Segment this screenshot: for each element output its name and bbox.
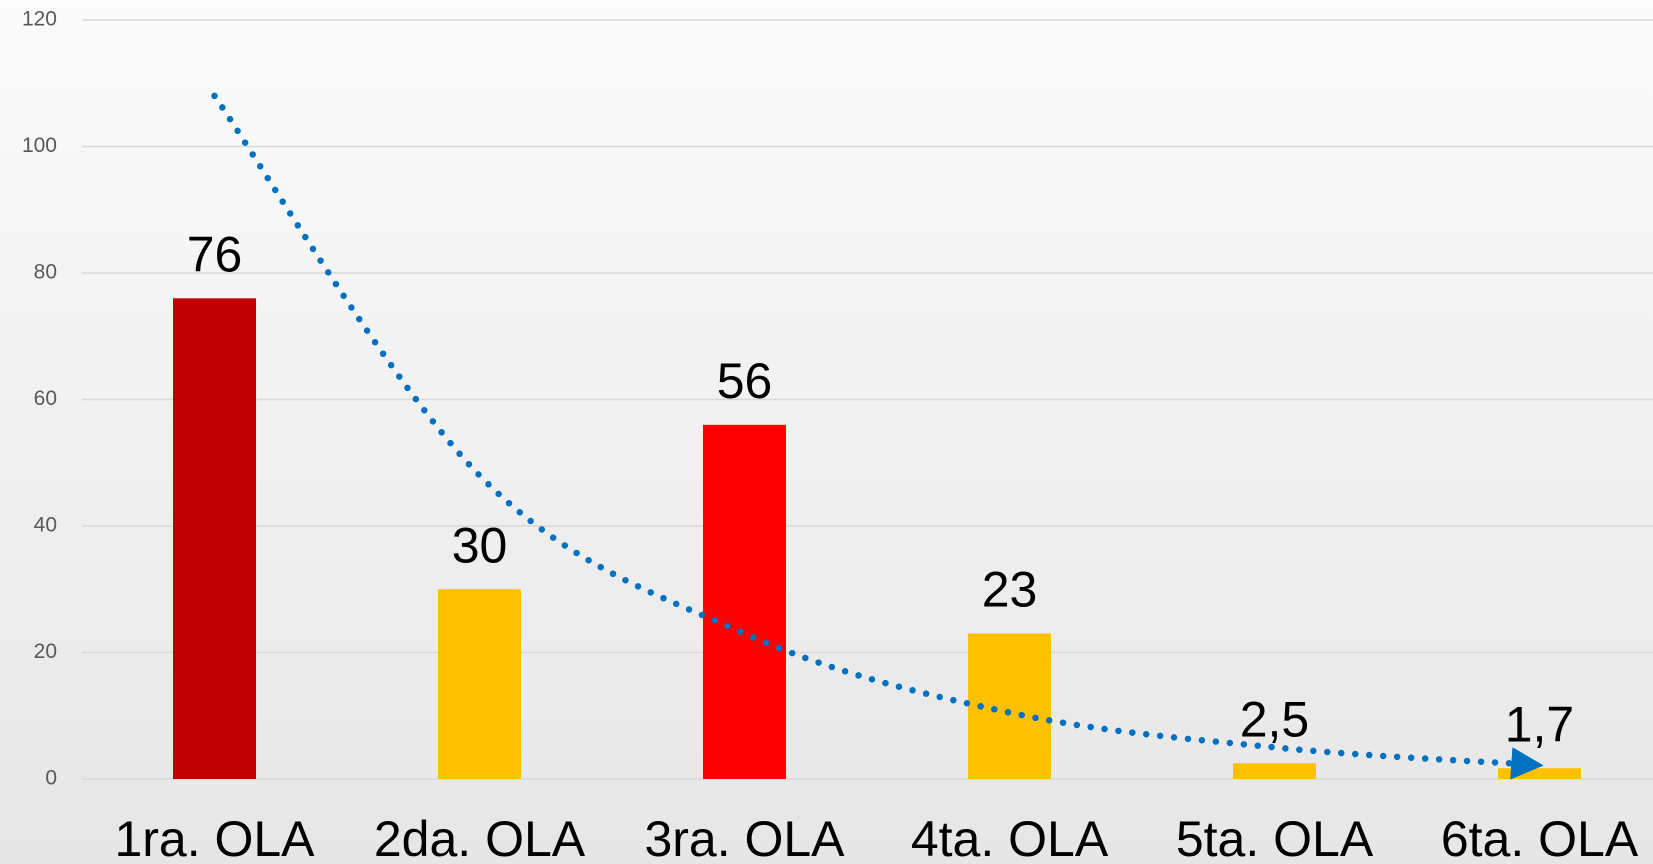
bar (1498, 768, 1581, 779)
value-label: 23 (982, 562, 1038, 618)
bar (438, 589, 521, 779)
y-tick-label: 100 (22, 134, 57, 157)
value-label: 56 (717, 353, 773, 409)
x-tick-label: 2da. OLA (374, 811, 586, 864)
x-tick-label: 5ta. OLA (1176, 811, 1374, 864)
x-tick-label: 6ta. OLA (1441, 811, 1639, 864)
x-tick-label: 4ta. OLA (911, 811, 1109, 864)
bar (1233, 763, 1316, 779)
value-label: 1,7 (1505, 696, 1575, 752)
y-tick-label: 120 (22, 8, 57, 31)
value-label: 30 (452, 517, 508, 573)
x-tick-label: 1ra. OLA (114, 811, 315, 864)
y-tick-label: 80 (34, 261, 57, 284)
value-label: 76 (187, 227, 243, 283)
value-label: 2,5 (1240, 691, 1310, 747)
bar (173, 298, 256, 779)
y-tick-label: 60 (34, 387, 57, 410)
y-tick-label: 20 (34, 640, 57, 663)
bar (703, 424, 786, 779)
x-tick-label: 3ra. OLA (644, 811, 845, 864)
y-tick-label: 40 (34, 514, 57, 537)
y-tick-label: 0 (45, 767, 57, 790)
